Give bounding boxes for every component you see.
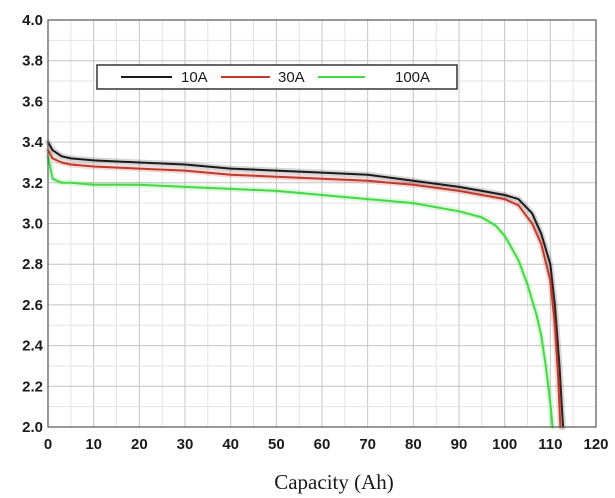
y-tick-label: 2.4	[22, 338, 44, 355]
x-tick-label: 20	[131, 436, 148, 453]
y-tick-label: 3.4	[22, 134, 44, 151]
legend-label: 100A	[395, 69, 430, 86]
x-tick-label: 30	[177, 436, 194, 453]
y-tick-label: 4.0	[22, 12, 43, 29]
x-tick-label: 110	[538, 436, 562, 453]
y-tick-label: 3.6	[22, 93, 43, 110]
y-tick-label: 2.6	[22, 297, 43, 314]
tick-labels: 0 10 20 30 40 50 60 70 80 90 100 110 120 2.0 2.2 2.4 2.6…	[22, 12, 608, 453]
x-tick-label: 90	[451, 436, 468, 453]
x-tick-label: 60	[314, 436, 331, 453]
x-tick-label: 10	[85, 436, 102, 453]
x-tick-label: 0	[44, 436, 52, 453]
plot-frame	[47, 19, 597, 428]
series-line	[47, 141, 565, 428]
series-line	[47, 155, 554, 428]
legend-label: 30A	[278, 69, 305, 86]
y-tick-label: 3.8	[22, 53, 43, 70]
legend-label: 10A	[181, 69, 208, 86]
x-tick-label: 40	[222, 436, 239, 453]
series-lines	[45, 139, 567, 430]
x-tick-label: 50	[268, 436, 285, 453]
x-tick-label: 70	[359, 436, 376, 453]
y-tick-label: 3.2	[22, 175, 43, 192]
y-tick-label: 3.0	[22, 216, 43, 233]
y-tick-label: 2.8	[22, 256, 43, 273]
y-tick-label: 2.2	[22, 378, 43, 395]
x-tick-label: 100	[492, 436, 517, 453]
legend: 10A 30A 100A	[96, 64, 458, 90]
x-tick-label: 120	[583, 436, 608, 453]
x-axis-title: Capacity (Ah)	[274, 470, 394, 494]
series-line	[47, 149, 562, 428]
x-tick-label: 80	[405, 436, 422, 453]
y-tick-label: 2.0	[22, 419, 43, 436]
